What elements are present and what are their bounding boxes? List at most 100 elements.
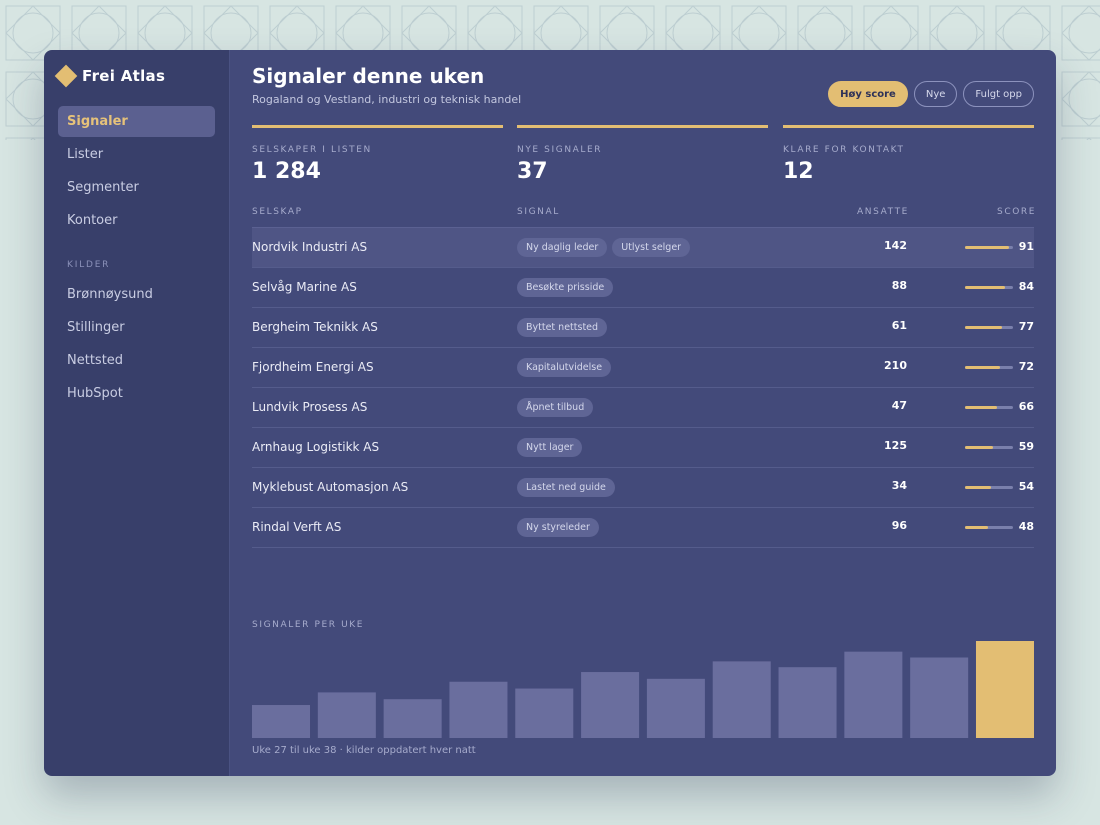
kpi-label: SELSKAPER I LISTEN (252, 145, 372, 155)
employee-count: 142 (884, 239, 907, 252)
diamond-logo-icon (54, 64, 78, 88)
chart-bar-week-29 (383, 699, 442, 738)
company-name: Rindal Verft AS (252, 520, 342, 534)
score-value: 59 (1018, 440, 1034, 453)
company-name: Bergheim Teknikk AS (252, 320, 378, 334)
page-title: Signaler denne uken (252, 64, 485, 88)
score-value: 48 (1018, 520, 1034, 533)
table-row[interactable]: Myklebust Automasjon AS Lastet ned guide 3… (252, 468, 1034, 508)
brand: Frei Atlas (54, 64, 166, 88)
company-name: Arnhaug Logistikk AS (252, 440, 380, 454)
kpi-label: NYE SIGNALER (517, 145, 603, 155)
chart-bar-week-37 (910, 657, 969, 738)
score-bar-fill (965, 486, 991, 489)
kpi-value: 1 284 (252, 159, 321, 184)
signal-tag: Ny styreleder (517, 518, 599, 537)
table-row[interactable]: Selvåg Marine AS Besøkte prisside 88 84 (252, 268, 1034, 308)
company-name: Lundvik Prosess AS (252, 400, 368, 414)
sidebar-item-stillinger[interactable]: Stillinger (67, 320, 125, 335)
score-value: 72 (1018, 360, 1034, 373)
signal-tag: Nytt lager (517, 438, 583, 457)
signals-table: Nordvik Industri AS Ny daglig leder Utlyst… (252, 227, 1034, 548)
score-bar-fill (965, 446, 994, 449)
chart-bar-week-38 (975, 641, 1034, 738)
score-bar-fill (965, 286, 1006, 289)
weekly-signals-chart (252, 641, 1034, 738)
score-bar (965, 406, 1013, 409)
column-header-company: SELSKAP (252, 207, 303, 217)
employee-count: 34 (891, 479, 907, 492)
company-name: Myklebust Automasjon AS (252, 480, 409, 494)
column-header-signal: SIGNAL (517, 207, 560, 217)
signal-tag: Ny daglig leder (517, 238, 608, 257)
kpi-new-signals: NYE SIGNALER 37 (517, 125, 768, 184)
table-row[interactable]: Rindal Verft AS Ny styreleder 96 48 (252, 508, 1034, 548)
sidebar-item-bronnoysund[interactable]: Brønnøysund (67, 287, 153, 302)
table-row[interactable]: Nordvik Industri AS Ny daglig leder Utlyst… (252, 228, 1034, 268)
score-bar-fill (965, 326, 1002, 329)
chart-bar-week-31 (515, 688, 574, 738)
employee-count: 47 (891, 399, 907, 412)
table-row[interactable]: Lundvik Prosess AS Åpnet tilbud 47 66 (252, 388, 1034, 428)
score-bar (965, 446, 1013, 449)
filter-group: Høy score Nye Fulgt opp (828, 81, 1034, 107)
app-window: Frei Atlas Signaler Lister Segmenter Kontoe… (44, 50, 1056, 776)
score-value: 84 (1018, 280, 1034, 293)
sidebar-item-nettsted[interactable]: Nettsted (67, 353, 124, 368)
signal-tags: Kapitalutvidelse (517, 358, 612, 377)
chart-bar-week-33 (646, 678, 705, 738)
signal-tags: Nytt lager (517, 438, 583, 457)
table-row[interactable]: Arnhaug Logistikk AS Nytt lager 125 59 (252, 428, 1034, 468)
employee-count: 61 (891, 319, 907, 332)
signal-tags: Åpnet tilbud (517, 398, 594, 417)
signal-tag: Besøkte prisside (517, 278, 614, 297)
chart-bar-week-34 (712, 661, 771, 738)
signal-tags: Besøkte prisside (517, 278, 614, 297)
chart-bar-week-27 (252, 705, 311, 738)
kpi-ready-for-contact: KLARE FOR KONTAKT 12 (783, 125, 1034, 184)
column-header-score: SCORE (997, 207, 1037, 217)
table-row[interactable]: Fjordheim Energi AS Kapitalutvidelse 210 72 (252, 348, 1034, 388)
signal-tag: Kapitalutvidelse (517, 358, 612, 377)
kpi-companies: SELSKAPER I LISTEN 1 284 (252, 125, 503, 184)
filter-nye-button[interactable]: Nye (913, 81, 958, 107)
score-value: 66 (1018, 400, 1034, 413)
table-row[interactable]: Bergheim Teknikk AS Byttet nettsted 61 77 (252, 308, 1034, 348)
score-bar (965, 326, 1013, 329)
score-bar-fill (965, 406, 997, 409)
chart-bar-week-35 (778, 667, 837, 738)
signal-tag: Byttet nettsted (517, 318, 608, 337)
chart-bar-week-32 (581, 672, 640, 738)
employee-count: 210 (884, 359, 907, 372)
chart-title: SIGNALER PER UKE (252, 620, 365, 630)
employee-count: 125 (884, 439, 907, 452)
app-name: Frei Atlas (82, 67, 166, 85)
signal-tags: Byttet nettsted (517, 318, 608, 337)
score-value: 54 (1018, 480, 1034, 493)
chart-bar-week-30 (449, 681, 508, 738)
sidebar-item-hubspot[interactable]: HubSpot (67, 386, 123, 401)
chart-bar-week-36 (844, 651, 903, 738)
employee-count: 88 (891, 279, 907, 292)
page-subtitle: Rogaland og Vestland, industri og teknis… (252, 93, 522, 106)
sidebar-item-kontoer[interactable]: Kontoer (67, 213, 118, 228)
score-bar (965, 246, 1013, 249)
filter-fulgt-opp-button[interactable]: Fulgt opp (963, 81, 1034, 107)
filter-hoy-score-button[interactable]: Høy score (828, 81, 908, 107)
signal-tag: Åpnet tilbud (517, 398, 594, 417)
score-bar (965, 526, 1013, 529)
sidebar: Frei Atlas Signaler Lister Segmenter Kontoe… (44, 50, 230, 776)
kpi-value: 12 (783, 159, 814, 184)
sidebar-item-lister[interactable]: Lister (67, 147, 104, 162)
signal-tags: Lastet ned guide (517, 478, 615, 497)
sidebar-item-signaler[interactable]: Signaler (58, 106, 215, 137)
signal-tags: Ny styreleder (517, 518, 599, 537)
main-nav: Signaler Lister Segmenter Kontoer (58, 106, 215, 238)
sidebar-item-segmenter[interactable]: Segmenter (67, 180, 139, 195)
company-name: Fjordheim Energi AS (252, 360, 374, 374)
sources-nav: Brønnøysund Stillinger Nettsted HubSpot (58, 279, 215, 411)
company-name: Selvåg Marine AS (252, 280, 357, 294)
score-value: 91 (1018, 240, 1034, 253)
kpi-value: 37 (517, 159, 548, 184)
chart-footer: Uke 27 til uke 38 · kilder oppdatert hve… (252, 745, 476, 756)
